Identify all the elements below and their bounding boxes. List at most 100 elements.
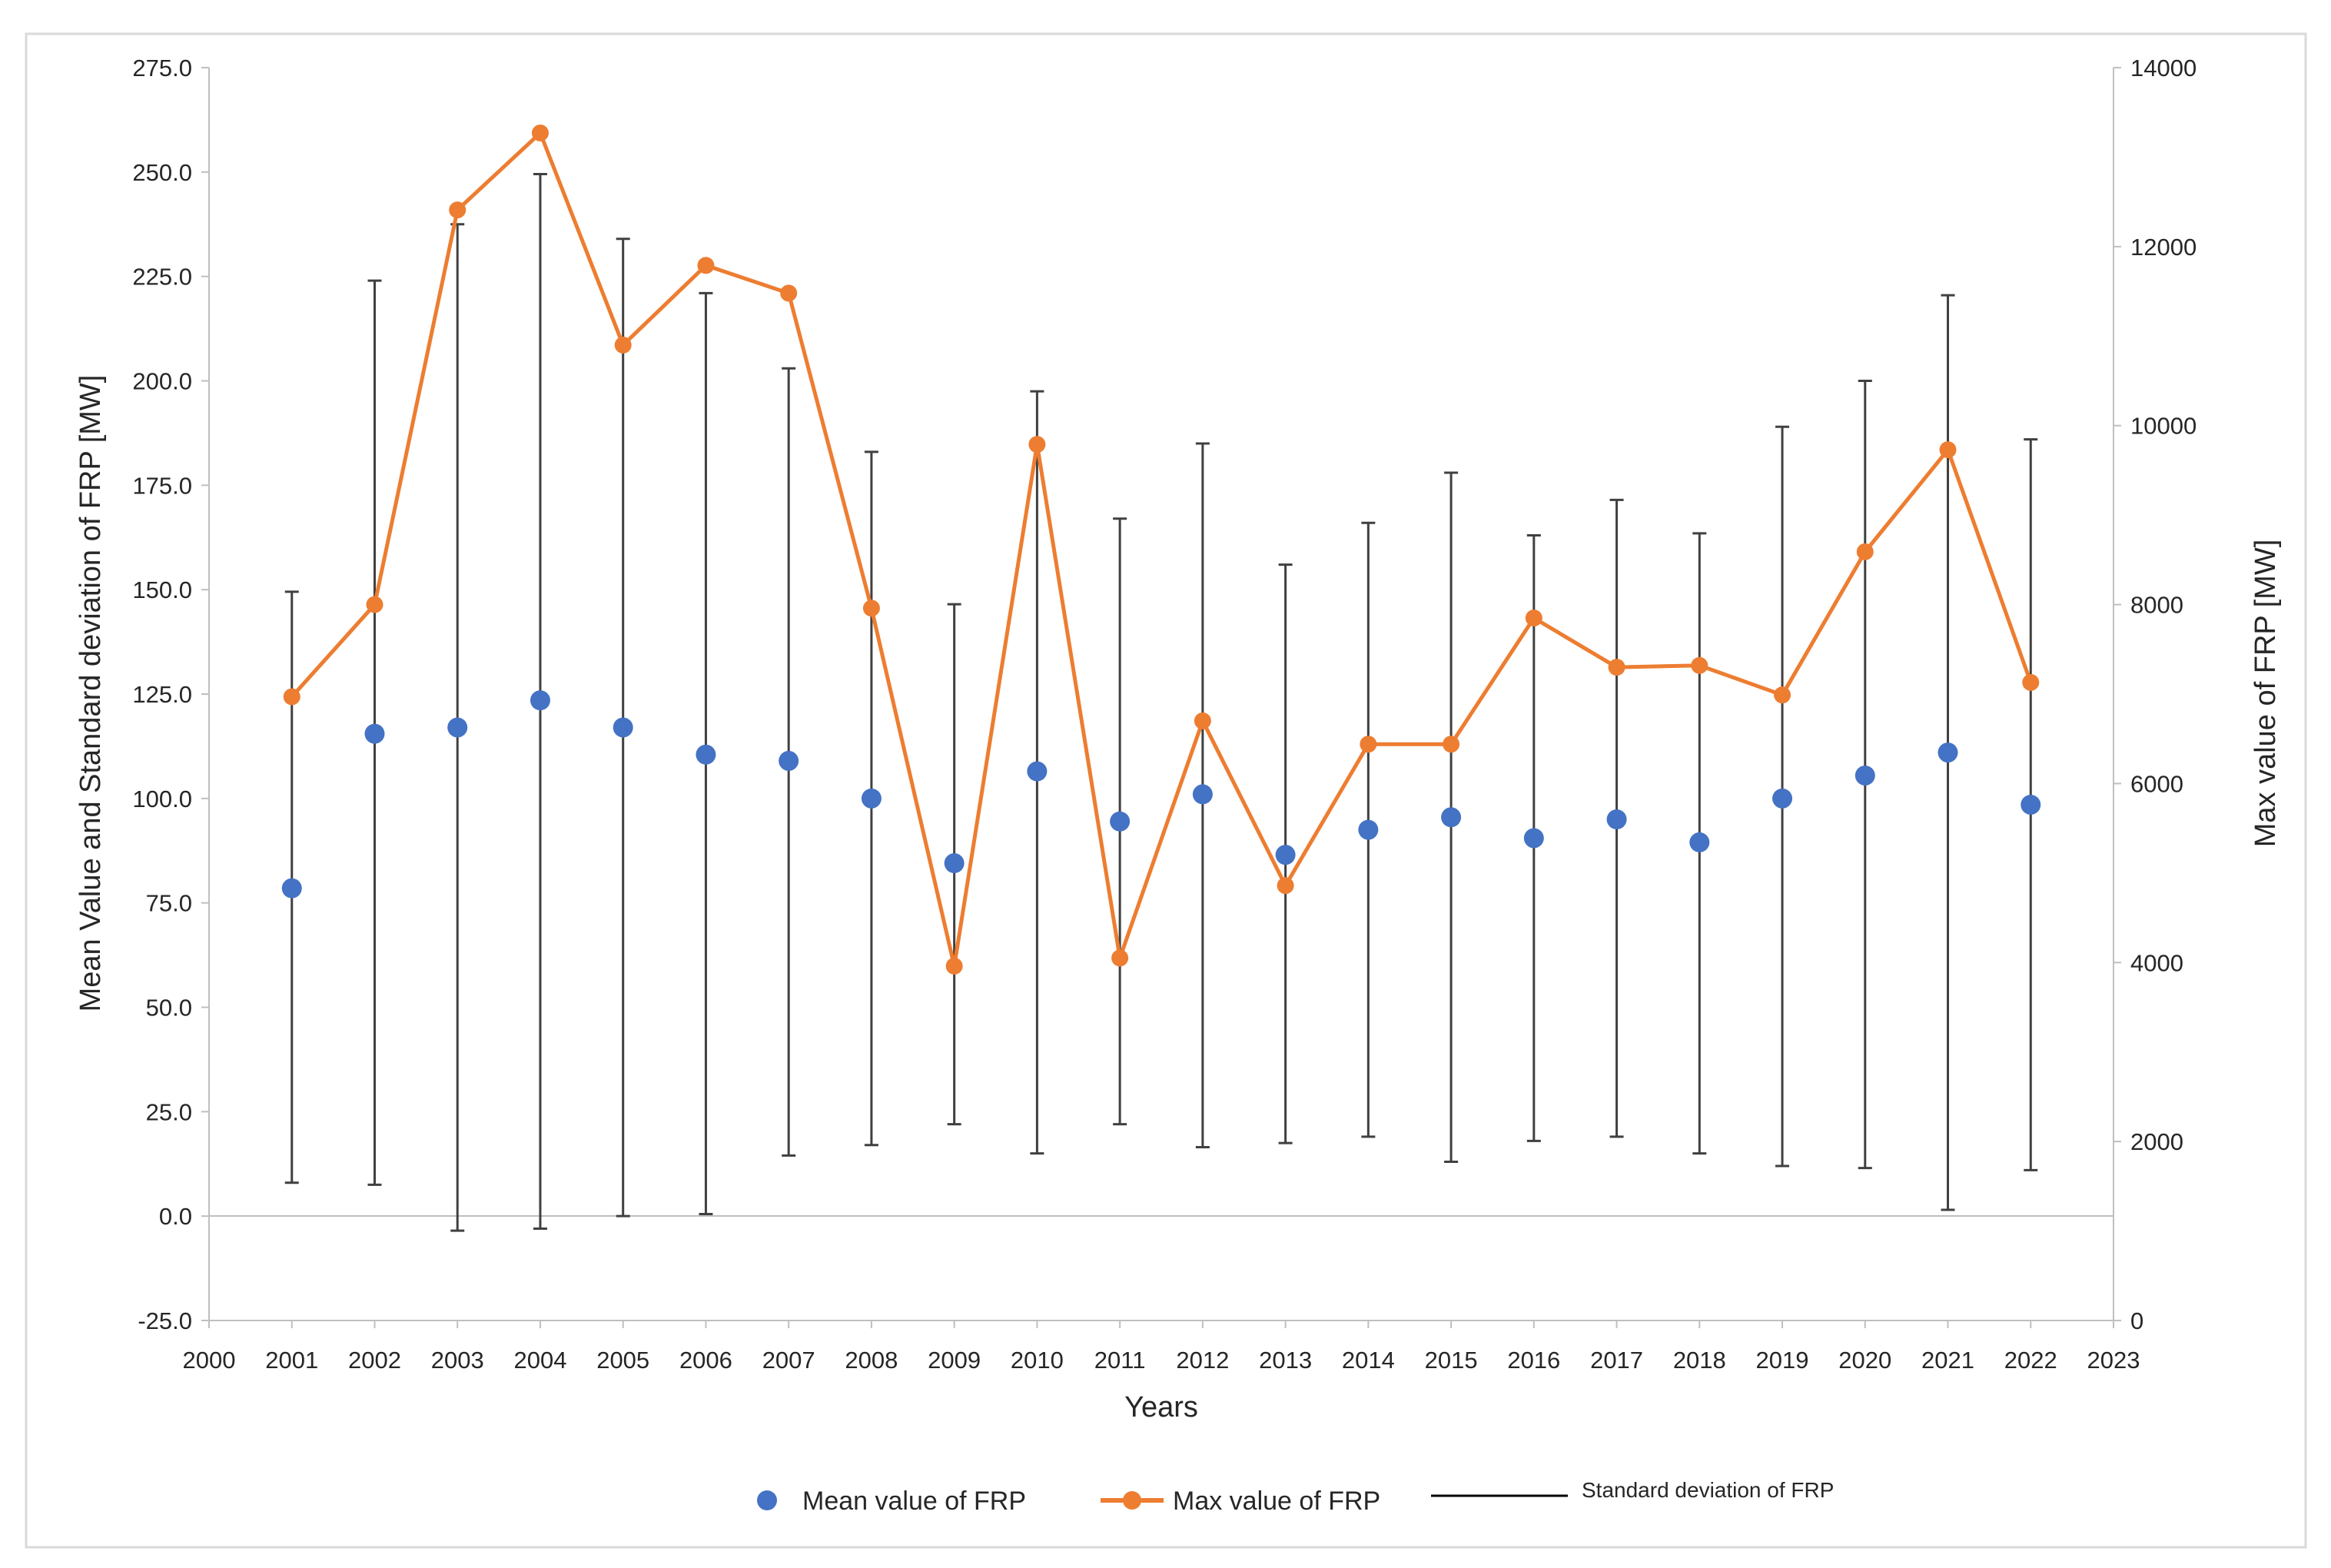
mean-value-point	[1689, 832, 1710, 852]
mean-value-point	[1855, 765, 1875, 786]
mean-value-point	[696, 744, 716, 765]
max-value-point	[366, 596, 384, 613]
left-y-tick-label: 175.0	[132, 472, 192, 499]
mean-value-point	[1358, 819, 1379, 840]
max-value-point	[1443, 736, 1460, 753]
right-y-tick-label: 8000	[2130, 592, 2183, 619]
legend: Mean value of FRP Max value of FRP Stand…	[757, 1478, 1834, 1516]
left-y-axis-title: Mean Value and Standard deviation of FRP…	[75, 375, 107, 1012]
max-value-point	[945, 957, 963, 975]
left-y-tick-label: 75.0	[146, 890, 192, 917]
right-y-tick-label: 10000	[2130, 413, 2197, 440]
legend-stddev-label: Standard deviation of FRP	[1582, 1478, 1834, 1502]
chart-background	[25, 32, 2307, 1549]
max-value-point	[449, 201, 467, 219]
max-value-point	[1608, 659, 1625, 676]
right-y-tick-label: 6000	[2130, 770, 2183, 797]
x-tick-label: 2003	[431, 1347, 484, 1374]
mean-value-point	[1772, 788, 1793, 809]
right-y-tick-label: 12000	[2130, 234, 2197, 261]
max-value-point	[2022, 673, 2040, 691]
right-y-axis-title: Max value of FRP [MW]	[2250, 540, 2282, 848]
legend-max-marker	[1123, 1491, 1141, 1510]
max-value-point	[1111, 949, 1129, 967]
max-value-point	[1939, 441, 1957, 459]
mean-value-point	[1441, 807, 1462, 828]
x-tick-label: 2007	[762, 1347, 815, 1374]
mean-value-point	[613, 717, 633, 738]
x-tick-label: 2010	[1011, 1347, 1064, 1374]
mean-value-point	[281, 878, 302, 899]
mean-value-point	[1110, 811, 1131, 832]
left-y-tick-labels: -25.0 0.0 25.0 50.0 75.0 100.0 125.0 150.0 175.0…	[132, 55, 209, 1334]
max-value-point	[697, 257, 715, 274]
left-y-tick-label: 275.0	[132, 55, 192, 81]
x-tick-label: 2009	[928, 1347, 981, 1374]
x-tick-label: 2020	[1838, 1347, 1891, 1374]
max-value-line	[290, 131, 2033, 968]
x-tick-label: 2019	[1756, 1347, 1809, 1374]
x-tick-label: 2021	[1921, 1347, 1974, 1374]
left-y-tick-label: 100.0	[132, 786, 192, 812]
max-value-point	[1525, 610, 1542, 627]
x-tick-label: 2001	[265, 1347, 318, 1374]
max-value-point	[780, 284, 798, 302]
left-y-tick-label: 250.0	[132, 159, 192, 186]
legend-mean-marker	[757, 1490, 777, 1510]
x-tick-label: 2013	[1259, 1347, 1312, 1374]
max-value-point	[1691, 656, 1708, 674]
max-value-series	[283, 124, 2040, 975]
right-y-tick-label: 4000	[2130, 949, 2183, 976]
mean-value-point	[1606, 809, 1627, 829]
x-tick-label: 2015	[1425, 1347, 1478, 1374]
x-tick-label: 2006	[679, 1347, 732, 1374]
legend-mean-label: Mean value of FRP	[802, 1487, 1026, 1516]
max-value-point	[1277, 877, 1294, 895]
x-tick-label: 2023	[2087, 1347, 2140, 1374]
mean-value-point	[530, 690, 550, 711]
left-y-tick-label: 0.0	[159, 1203, 192, 1230]
mean-value-point	[1027, 761, 1048, 782]
mean-value-point	[1523, 828, 1544, 849]
mean-value-point	[364, 723, 385, 744]
max-value-point	[1028, 436, 1046, 453]
x-axis-title: Years	[1124, 1391, 1198, 1423]
x-tick-label: 2014	[1342, 1347, 1395, 1374]
mean-value-point	[2021, 794, 2041, 815]
x-tick-label: 2005	[596, 1347, 649, 1374]
left-y-tick-label: -25.0	[138, 1307, 192, 1334]
mean-value-series	[281, 690, 2041, 899]
x-tick-label: 2016	[1507, 1347, 1560, 1374]
mean-value-point	[1938, 742, 1958, 763]
mean-value-point	[1192, 784, 1213, 805]
x-tick-label: 2008	[845, 1347, 898, 1374]
max-value-point	[1360, 736, 1377, 753]
legend-max-label: Max value of FRP	[1173, 1487, 1380, 1516]
max-value-point	[614, 336, 632, 354]
x-tick-label: 2012	[1176, 1347, 1229, 1374]
mean-value-point	[447, 717, 468, 738]
x-tick-label: 2000	[183, 1347, 236, 1374]
mean-value-point	[861, 788, 882, 809]
max-value-point	[1194, 712, 1211, 729]
x-tick-label: 2022	[2004, 1347, 2057, 1374]
max-value-point	[283, 688, 301, 706]
left-y-tick-label: 200.0	[132, 368, 192, 395]
right-y-tick-label: 2000	[2130, 1128, 2183, 1155]
left-y-tick-label: 225.0	[132, 264, 192, 291]
x-tick-labels: 2000 2001 2002 2003 2004 2005 2006 2007 2008 2009…	[183, 1321, 2140, 1374]
right-y-tick-label: 14000	[2130, 55, 2197, 81]
right-y-tick-labels: 0 2000 4000 6000 8000 10000 12000 14000	[2114, 55, 2197, 1334]
x-tick-label: 2018	[1673, 1347, 1726, 1374]
left-y-tick-label: 150.0	[132, 576, 192, 603]
max-value-point	[531, 124, 549, 141]
mean-value-point	[944, 853, 965, 874]
x-tick-label: 2002	[348, 1347, 401, 1374]
mean-value-point	[779, 750, 799, 771]
max-value-point	[1774, 686, 1791, 704]
max-value-point	[1856, 543, 1874, 560]
left-y-tick-label: 50.0	[146, 995, 192, 1022]
mean-value-point	[1275, 845, 1296, 865]
